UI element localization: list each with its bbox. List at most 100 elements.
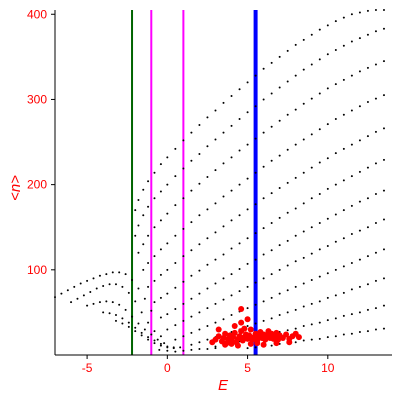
data-point [114,313,117,316]
data-point [262,98,265,101]
data-point [254,137,257,140]
data-point [147,285,150,288]
data-point [131,315,134,318]
data-point [166,183,169,186]
data-point [286,239,289,242]
data-point [153,279,156,282]
data-point [295,334,302,341]
data-point [238,88,241,91]
data-point [358,200,361,203]
data-point [247,340,254,347]
data-point [190,221,193,224]
data-point [118,271,121,274]
data-point [334,83,337,86]
data-point [198,311,201,314]
y-tick-label: 200 [27,178,47,192]
data-point [182,302,185,305]
data-point [286,211,289,214]
data-point [159,296,162,299]
data-point [206,287,209,290]
data-point [174,147,177,150]
data-point [273,340,280,347]
data-point [366,33,369,36]
data-point [270,125,273,128]
data-point [350,313,353,316]
data-point [326,296,329,299]
data-point [206,237,209,240]
data-point [350,204,353,207]
data-point [334,49,337,52]
data-point [230,273,233,276]
data-point [318,92,321,95]
data-point [374,130,377,133]
data-point [182,255,185,258]
data-point [127,291,130,294]
data-point [159,219,162,222]
data-point [270,273,273,276]
data-point [310,197,313,200]
data-point [310,226,313,229]
data-point [140,331,143,334]
data-point [382,27,385,30]
data-point [214,282,217,285]
data-point [174,175,177,178]
data-point [166,242,169,245]
data-point [111,301,114,304]
data-point [142,188,145,191]
x-tick-label: 10 [321,361,335,375]
data-point [166,156,169,159]
data-point [366,226,369,229]
data-point [278,119,281,122]
data-point [198,292,201,295]
data-point [222,101,225,104]
data-point [134,234,137,237]
data-point [174,262,177,264]
data-point [302,202,305,205]
data-point [342,265,345,268]
data-point [374,30,377,33]
data-point [190,348,193,351]
data-point [318,58,321,61]
data-point [238,267,241,270]
data-point [382,60,385,63]
data-point [318,248,321,251]
data-point [382,158,385,161]
data-point [326,87,329,90]
data-point [238,306,245,312]
data-point [270,296,273,299]
data-point [82,294,85,297]
y-tick-label: 100 [27,263,47,277]
data-point [182,349,185,352]
data-point [342,113,345,116]
data-point [214,321,217,324]
data-point [244,316,251,323]
data-point [366,197,369,200]
data-point [198,341,201,344]
data-point [238,242,241,245]
data-point [278,268,281,271]
data-point [350,13,353,16]
data-point [358,37,361,40]
data-point [366,166,369,169]
data-point [142,243,145,246]
data-point [270,61,273,64]
data-point [114,319,117,322]
data-point [131,279,134,282]
data-point [238,319,245,326]
data-points [54,9,385,353]
data-point [302,256,305,259]
data-point [374,279,377,282]
data-point [374,63,377,66]
data-point [127,321,130,324]
data-point [318,161,321,164]
data-point [374,307,377,310]
data-point [134,300,137,303]
vertical-lines [131,10,258,355]
data-point [247,326,254,333]
data-point [286,311,289,314]
data-point [294,43,297,46]
data-point [382,248,385,251]
data-point [182,280,185,283]
data-point [206,116,209,119]
data-point [358,70,361,73]
